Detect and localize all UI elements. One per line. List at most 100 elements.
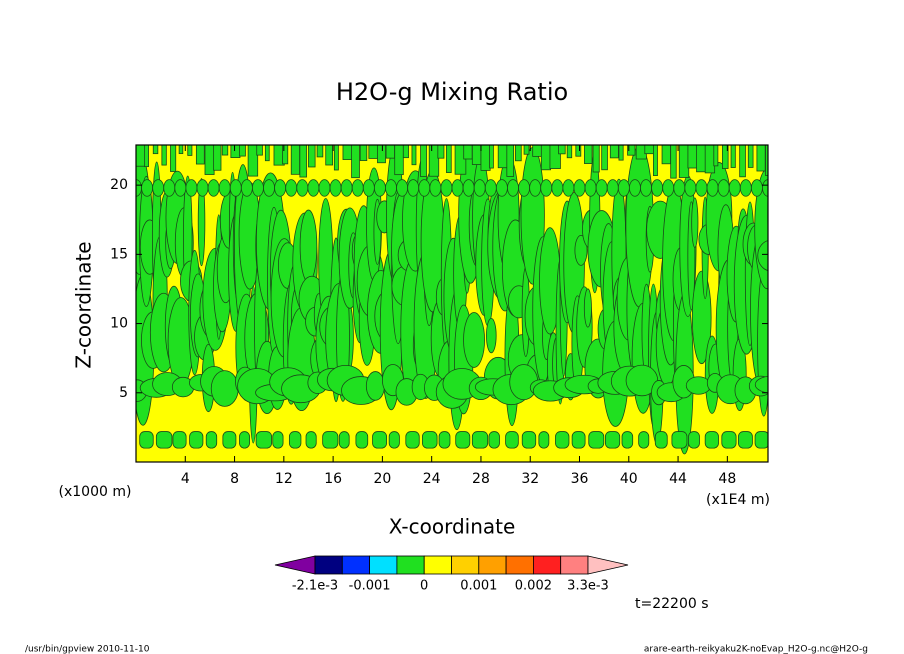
contour-region bbox=[651, 179, 664, 197]
colorbar-box bbox=[533, 555, 562, 575]
contour-region bbox=[756, 145, 766, 172]
contour-region bbox=[263, 179, 275, 197]
contour-region bbox=[471, 431, 489, 449]
contour-region bbox=[141, 179, 154, 197]
contour-region bbox=[152, 179, 165, 197]
contour-region bbox=[739, 179, 752, 197]
contour-region bbox=[609, 145, 619, 159]
x-tick-label: 28 bbox=[472, 471, 490, 487]
contour-region bbox=[455, 431, 471, 449]
colorbar-label: -0.001 bbox=[349, 579, 391, 594]
contour-region bbox=[440, 179, 453, 197]
contour-region bbox=[139, 431, 154, 449]
contour-region bbox=[307, 179, 320, 197]
contour-region bbox=[704, 145, 716, 174]
x-tick-label: 12 bbox=[275, 471, 293, 487]
x-tick-label: 24 bbox=[423, 471, 441, 487]
contour-region bbox=[340, 179, 353, 197]
contour-region bbox=[673, 179, 686, 197]
x-tick-label: 36 bbox=[571, 471, 589, 487]
contour-region bbox=[221, 145, 229, 156]
contour-region bbox=[407, 179, 420, 197]
contour-region bbox=[197, 178, 206, 267]
contour-region bbox=[583, 288, 592, 328]
x-tick-label: 32 bbox=[521, 471, 539, 487]
contour-region bbox=[338, 431, 350, 449]
footer-left: /usr/bin/gpview 2010-11-10 bbox=[25, 645, 150, 654]
contour-region bbox=[454, 145, 467, 175]
colorbar-box bbox=[560, 555, 589, 575]
contour-region bbox=[662, 179, 675, 197]
contour-region bbox=[754, 375, 768, 394]
contour-region bbox=[495, 179, 508, 197]
contour-region bbox=[359, 145, 368, 161]
contour-region bbox=[721, 431, 737, 449]
contour-region bbox=[627, 145, 636, 156]
colorbar-box bbox=[423, 555, 452, 575]
contour-region bbox=[252, 179, 264, 197]
contour-region bbox=[402, 145, 409, 159]
contour-region bbox=[325, 145, 334, 166]
contour-region bbox=[329, 179, 342, 197]
contour-region bbox=[272, 431, 284, 449]
contour-region bbox=[515, 145, 522, 162]
contour-region bbox=[506, 145, 515, 177]
contour-region bbox=[222, 431, 237, 449]
contour-region bbox=[471, 145, 482, 165]
contour-region bbox=[538, 431, 550, 449]
colorbar-box bbox=[451, 555, 480, 575]
contour-region bbox=[373, 179, 386, 197]
contour-region bbox=[704, 431, 719, 449]
contour-region bbox=[362, 179, 375, 197]
contour-region bbox=[688, 431, 700, 449]
contour-region bbox=[396, 179, 409, 197]
contour-region bbox=[772, 432, 786, 449]
contour-region bbox=[274, 179, 287, 197]
contour-region bbox=[728, 179, 741, 197]
colorbar-label: 0.002 bbox=[515, 579, 552, 594]
contour-region bbox=[505, 431, 519, 449]
contour-region bbox=[240, 179, 253, 197]
contour-region bbox=[738, 431, 753, 449]
y-tick-label: 5 bbox=[119, 385, 128, 401]
contour-region bbox=[497, 145, 509, 169]
colorbar-label: 0 bbox=[420, 579, 428, 594]
y-tick-label: 10 bbox=[110, 316, 128, 332]
contour-region bbox=[446, 145, 452, 173]
contour-region bbox=[654, 431, 668, 449]
contour-region bbox=[299, 209, 318, 283]
colorbar-extend bbox=[587, 555, 629, 575]
chart-title: H2O-g Mixing Ratio bbox=[336, 78, 568, 106]
colorbar-box bbox=[314, 555, 343, 575]
contour-region bbox=[405, 431, 420, 449]
colorbar-box bbox=[505, 555, 534, 575]
contour-region bbox=[606, 179, 619, 197]
contour-region bbox=[377, 145, 386, 164]
x-axis-label: X-coordinate bbox=[389, 515, 516, 539]
contour-region bbox=[595, 179, 608, 197]
contour-region bbox=[322, 431, 339, 449]
contour-region bbox=[571, 431, 586, 449]
contour-region bbox=[678, 145, 690, 178]
contour-region bbox=[172, 431, 187, 449]
contour-region bbox=[299, 145, 307, 178]
y-tick-label: 15 bbox=[110, 246, 128, 262]
contour-region bbox=[207, 179, 220, 197]
contour-region bbox=[333, 145, 339, 171]
contour-region bbox=[640, 179, 652, 197]
contour-region bbox=[210, 370, 239, 407]
contour-region bbox=[486, 317, 497, 354]
colorbar-label: -2.1e-3 bbox=[292, 579, 338, 594]
contour-region bbox=[218, 179, 231, 197]
contour-region bbox=[551, 179, 564, 197]
contour-region bbox=[518, 179, 531, 197]
x-tick-label: 4 bbox=[181, 471, 190, 487]
contour-region bbox=[239, 431, 250, 449]
x-tick-label: 44 bbox=[669, 471, 687, 487]
contour-region bbox=[685, 376, 712, 395]
contour-region bbox=[754, 431, 768, 449]
contour-region bbox=[750, 179, 763, 197]
contour-region bbox=[540, 145, 552, 171]
contour-region bbox=[747, 145, 754, 168]
x-tick-label: 48 bbox=[718, 471, 736, 487]
